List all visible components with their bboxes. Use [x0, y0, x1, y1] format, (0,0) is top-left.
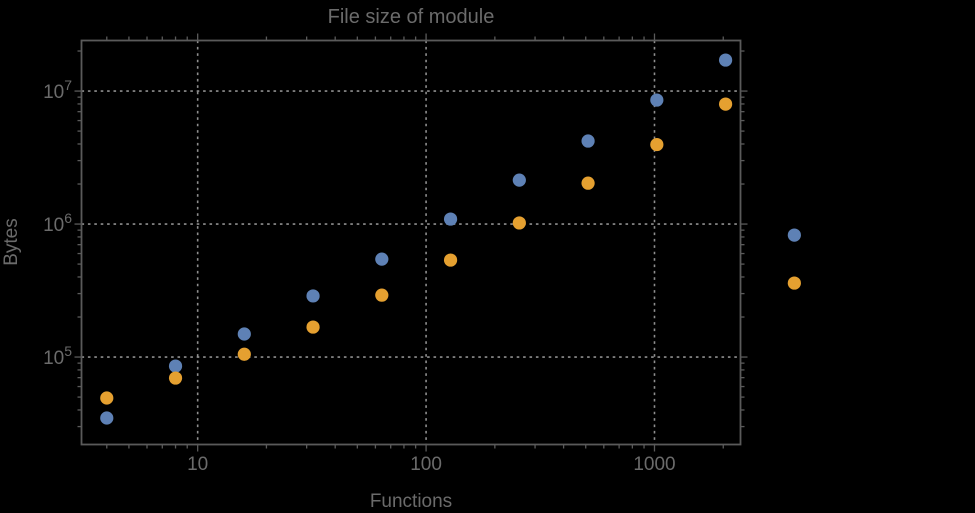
data-point-blue	[718, 53, 733, 67]
data-point-orange	[443, 253, 458, 267]
data-point-blue	[306, 289, 320, 303]
y-tick-labels: 105 106 107	[43, 77, 72, 369]
x-tick-label: 1000	[633, 454, 675, 475]
data-point-blue	[787, 228, 801, 242]
x-tick-labels: 10 100 1000	[187, 454, 676, 475]
data-point-orange	[512, 216, 526, 230]
axis-tick-marks	[74, 33, 748, 452]
data-points	[100, 53, 801, 425]
x-axis-label: Functions	[370, 491, 452, 512]
plot-frame	[80, 39, 742, 446]
data-point-blue	[581, 134, 595, 148]
data-point-orange	[100, 391, 114, 405]
data-point-orange	[718, 97, 733, 111]
data-point-blue	[650, 93, 664, 107]
gridlines	[81, 40, 741, 445]
data-point-orange	[650, 137, 664, 152]
data-point-orange	[237, 347, 251, 361]
x-tick-label: 10	[187, 454, 208, 475]
data-point-orange	[375, 288, 389, 302]
data-point-blue	[443, 212, 458, 226]
data-point-orange	[787, 276, 801, 290]
data-point-orange	[581, 176, 595, 190]
data-point-orange	[168, 371, 183, 385]
data-point-orange	[306, 320, 320, 334]
data-point-blue	[168, 359, 183, 373]
data-point-blue	[237, 327, 251, 341]
data-point-blue	[512, 173, 526, 187]
chart-title: File size of module	[328, 6, 495, 28]
y-tick-label: 107	[43, 77, 72, 103]
y-tick-label: 106	[43, 210, 72, 236]
data-point-blue	[100, 411, 114, 425]
data-point-blue	[375, 252, 389, 266]
x-tick-label: 100	[410, 454, 442, 475]
y-tick-label: 105	[43, 343, 72, 369]
y-axis-label: Bytes	[1, 218, 22, 266]
